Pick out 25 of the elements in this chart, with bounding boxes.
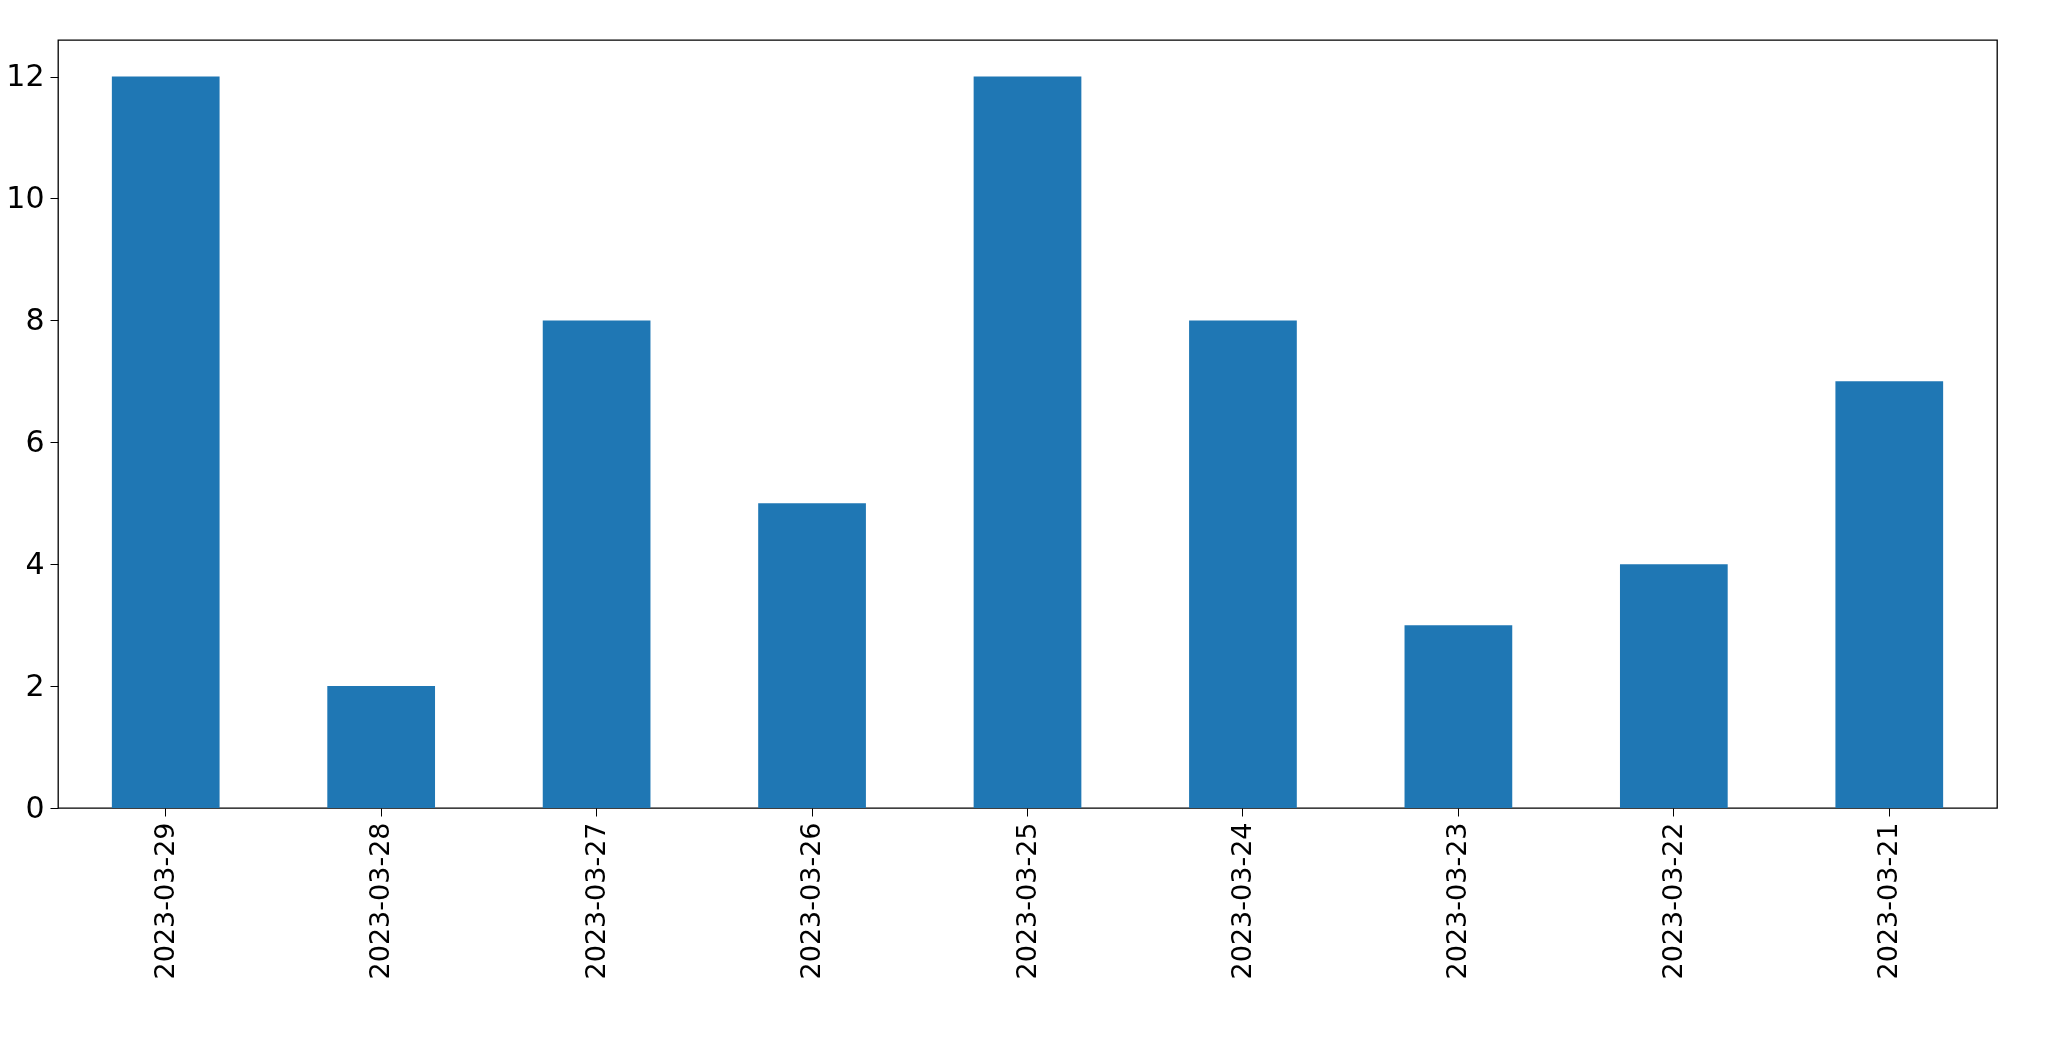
- bar: [1404, 625, 1513, 808]
- x-tick-label: 2023-03-24: [1225, 822, 1257, 980]
- x-tick-label: 2023-03-23: [1441, 822, 1473, 980]
- x-tick-label: 2023-03-28: [364, 822, 396, 980]
- y-tick-label: 0: [25, 789, 45, 825]
- x-tick-label: 2023-03-21: [1872, 822, 1904, 980]
- y-tick-label: 8: [25, 301, 45, 337]
- y-tick-label: 4: [25, 545, 45, 581]
- bar: [758, 503, 866, 808]
- x-tick-label: 2023-03-22: [1656, 822, 1688, 980]
- bar: [973, 76, 1082, 808]
- x-tick-label: 2023-03-25: [1010, 822, 1042, 980]
- x-tick-label: 2023-03-27: [579, 822, 611, 980]
- y-tick-label: 6: [25, 423, 45, 459]
- bar: [1619, 564, 1728, 808]
- y-tick-label: 12: [6, 58, 45, 94]
- x-tick-label: 2023-03-26: [795, 822, 827, 980]
- y-tick-label: 10: [6, 179, 45, 215]
- bar: [542, 320, 651, 808]
- bar: [327, 686, 436, 808]
- bar: [111, 76, 220, 808]
- bar: [1189, 320, 1297, 808]
- x-tick-label: 2023-03-29: [148, 822, 180, 980]
- bar: [1835, 381, 1944, 808]
- y-tick-label: 2: [25, 667, 45, 703]
